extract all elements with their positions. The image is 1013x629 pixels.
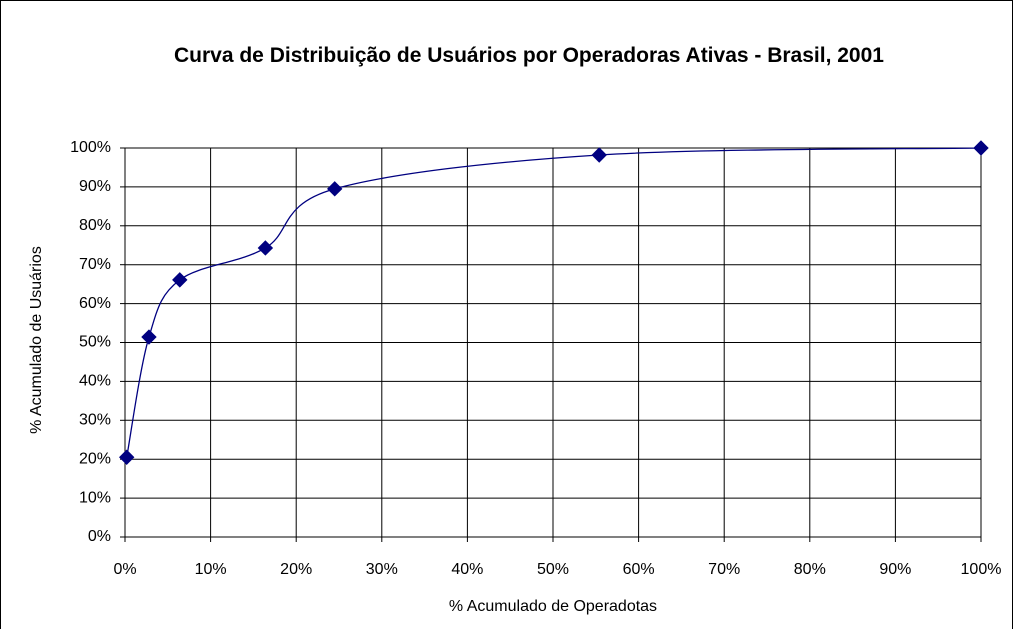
data-point (257, 240, 274, 256)
x-tick-label: 50% (537, 561, 569, 578)
y-tick-label: 20% (79, 450, 111, 467)
y-tick-label: 0% (88, 528, 111, 545)
y-tick-label: 70% (79, 256, 111, 273)
x-axis-label: % Acumulado de Operadotas (449, 598, 657, 615)
data-point (172, 272, 188, 288)
y-tick-label: 80% (79, 217, 111, 234)
data-point (591, 147, 607, 163)
x-tick-label: 20% (280, 561, 312, 578)
chart-title: Curva de Distribuição de Usuários por Op… (174, 44, 884, 67)
x-tick-label: 40% (451, 561, 483, 578)
x-tick-label: 10% (195, 561, 227, 578)
y-tick-label: 10% (79, 489, 111, 506)
x-tick-label: 70% (708, 561, 740, 578)
x-tick-label: 60% (623, 561, 655, 578)
x-tick-label: 90% (879, 561, 911, 578)
x-tick-label: 0% (113, 561, 136, 578)
x-tick-label: 80% (794, 561, 826, 578)
data-point (973, 140, 989, 156)
y-tick-label: 90% (79, 178, 111, 195)
plot-frame (124, 147, 982, 538)
y-tick-label: 60% (79, 295, 111, 312)
y-axis-label: % Acumulado de Usuários (28, 246, 45, 434)
y-tick-label: 30% (79, 412, 111, 429)
data-point (327, 181, 343, 197)
x-tick-label: 100% (961, 561, 1002, 578)
data-point (141, 329, 157, 345)
y-tick-label: 40% (79, 373, 111, 390)
y-tick-label: 50% (79, 334, 111, 351)
x-tick-label: 30% (366, 561, 398, 578)
y-tick-label: 100% (70, 139, 111, 156)
data-point (119, 449, 135, 465)
